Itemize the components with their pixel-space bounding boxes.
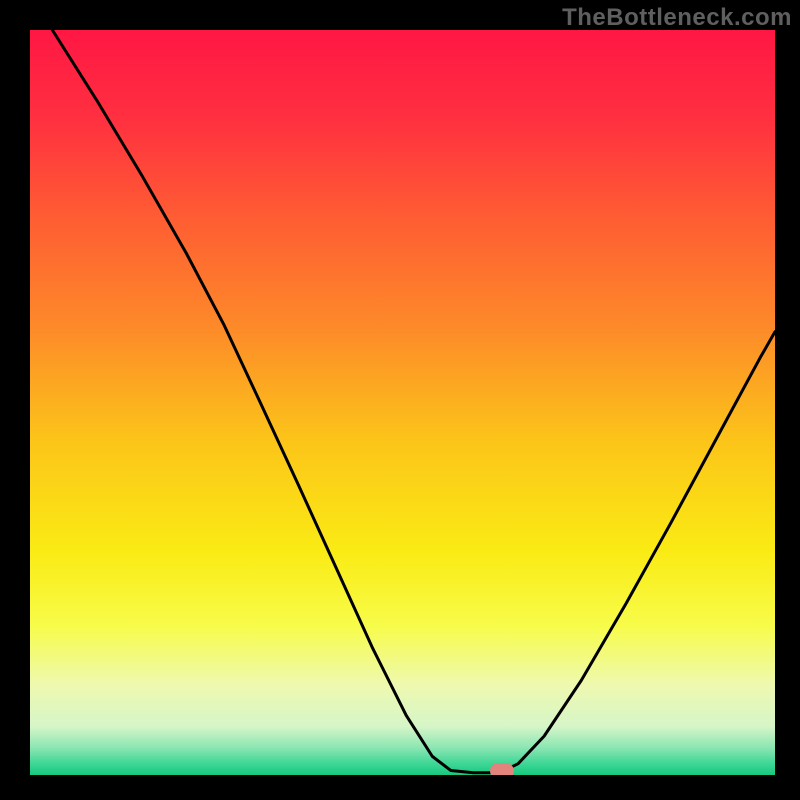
watermark-text: TheBottleneck.com [562,4,792,32]
bottleneck-curve [30,30,775,775]
plot-area [30,30,775,775]
optimal-point-marker [490,763,514,775]
chart-container: TheBottleneck.com [0,0,800,800]
